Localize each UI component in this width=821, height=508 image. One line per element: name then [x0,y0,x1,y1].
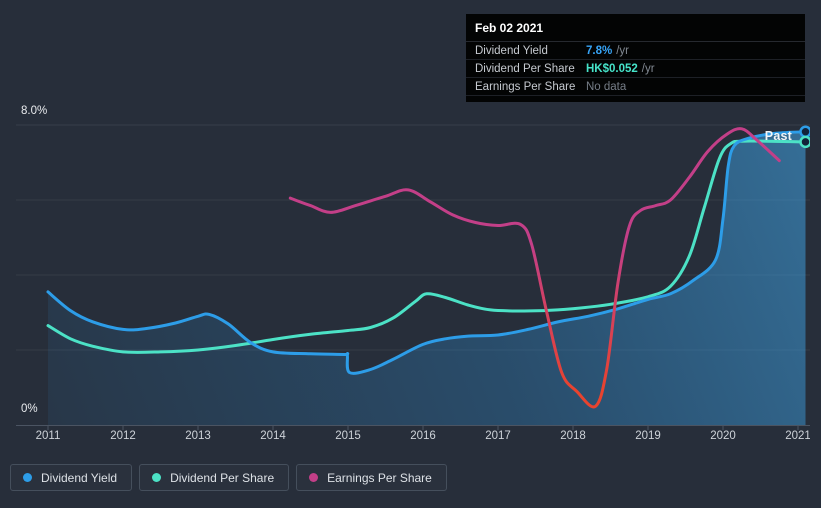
dividend-history-chart [16,124,811,430]
legend-item-dividend-per-share[interactable]: Dividend Per Share [139,464,290,491]
tooltip-label: Dividend Per Share [475,62,575,75]
legend-item-dividend-yield[interactable]: Dividend Yield [10,464,133,491]
tooltip-row-earnings-per-share: Earnings Per Share No data [466,78,805,96]
tooltip-value: HK$0.052 [586,62,638,75]
x-axis-label-2015: 2015 [335,430,361,442]
earnings-per-share-dot-icon [309,473,319,482]
scrubber-handle-dividend-per-share[interactable] [799,135,811,149]
x-axis-label-2016: 2016 [410,430,436,442]
x-axis-label-2020: 2020 [710,430,736,442]
tooltip-label: Earnings Per Share [475,80,576,93]
series-line-dividend-yield [46,130,807,375]
legend: Dividend Yield Dividend Per Share Earnin… [10,464,447,491]
y-axis-zero-label: 0% [21,403,38,415]
legend-label: Earnings Per Share [327,470,432,485]
y-axis-max-label: 8.0% [21,105,48,117]
tooltip-value: No data [586,80,627,93]
tooltip-suffix: /yr [641,62,655,75]
scrubber-handle-dividend-yield[interactable] [799,125,811,138]
chart-plot-area: 8.0% 0% 2011 2012 2013 2014 2015 2016 2017 2018… [16,105,811,442]
series-line-dividend-per-share [46,139,807,354]
x-axis [16,425,810,430]
x-axis-label-2012: 2012 [110,430,136,442]
x-axis-label-2018: 2018 [560,430,586,442]
legend-item-earnings-per-share[interactable]: Earnings Per Share [296,464,447,491]
x-axis-label-2019: 2019 [635,430,661,442]
x-axis-label-2011: 2011 [35,430,61,442]
legend-label: Dividend Per Share [170,470,275,485]
x-axis-label-2021: 2021 [785,430,810,442]
dividend-per-share-dot-icon [152,473,162,482]
x-axis-label-2017: 2017 [485,430,511,442]
tooltip-row-dividend-per-share: Dividend Per Share HK$0.052 /yr [466,60,805,78]
tooltip-row-dividend-yield: Dividend Yield 7.8% /yr [466,42,805,60]
tooltip-suffix: /yr [616,44,629,57]
legend-label: Dividend Yield [41,470,118,485]
tooltip-value: 7.8% [586,44,613,57]
dividend-yield-area [48,131,806,426]
series-line-earnings-per-share [288,127,781,409]
tooltip-label: Dividend Yield [475,44,548,57]
dividend-yield-dot-icon [23,473,32,482]
past-label: Past [764,129,792,143]
date-tooltip: Feb 02 2021 Dividend Yield 7.8% /yr Divi… [466,14,805,102]
tooltip-date: Feb 02 2021 [466,14,805,42]
x-axis-label-2014: 2014 [260,430,286,442]
x-axis-label-2013: 2013 [185,430,211,442]
